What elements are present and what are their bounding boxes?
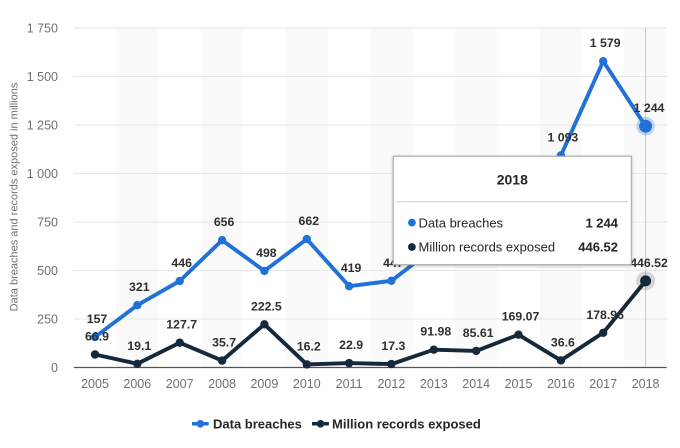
svg-text:750: 750	[37, 216, 58, 230]
svg-text:85.61: 85.61	[463, 326, 494, 340]
svg-text:22.9: 22.9	[339, 338, 363, 352]
svg-text:419: 419	[341, 261, 362, 275]
svg-text:36.6: 36.6	[551, 335, 575, 349]
svg-text:Data breaches: Data breaches	[419, 215, 504, 230]
svg-text:2010: 2010	[293, 377, 321, 391]
svg-text:1 250: 1 250	[27, 119, 58, 133]
svg-text:0: 0	[51, 361, 58, 375]
svg-text:2017: 2017	[589, 377, 617, 391]
svg-text:2009: 2009	[250, 377, 278, 391]
svg-text:2006: 2006	[123, 377, 151, 391]
svg-text:446.52: 446.52	[578, 240, 618, 255]
svg-text:2008: 2008	[208, 377, 236, 391]
svg-text:321: 321	[129, 280, 150, 294]
svg-text:2018: 2018	[632, 377, 660, 391]
svg-text:1 244: 1 244	[585, 215, 618, 230]
svg-text:1 500: 1 500	[27, 70, 58, 84]
svg-text:446.52: 446.52	[630, 256, 668, 270]
svg-text:498: 498	[256, 246, 277, 260]
svg-text:2012: 2012	[377, 377, 405, 391]
svg-text:169.07: 169.07	[502, 310, 540, 324]
svg-text:2011: 2011	[336, 377, 363, 391]
svg-text:222.5: 222.5	[251, 299, 282, 313]
svg-text:16.2: 16.2	[297, 339, 321, 353]
svg-text:Data breaches: Data breaches	[213, 416, 302, 431]
svg-text:Million records exposed: Million records exposed	[332, 416, 481, 431]
svg-text:2005: 2005	[81, 377, 109, 391]
svg-text:66.9: 66.9	[85, 330, 109, 344]
svg-text:250: 250	[37, 313, 58, 327]
svg-text:1 244: 1 244	[634, 101, 665, 115]
svg-text:656: 656	[214, 215, 235, 229]
svg-text:Data breaches and records expo: Data breaches and records exposed in mil…	[9, 82, 21, 311]
svg-text:500: 500	[37, 264, 58, 278]
svg-text:2018: 2018	[497, 172, 528, 188]
svg-text:2013: 2013	[420, 377, 448, 391]
svg-text:2016: 2016	[547, 377, 575, 391]
svg-text:35.7: 35.7	[212, 336, 236, 350]
svg-text:Million records exposed: Million records exposed	[419, 240, 556, 255]
svg-text:446: 446	[171, 256, 192, 270]
svg-text:662: 662	[299, 214, 320, 228]
svg-text:2015: 2015	[505, 377, 533, 391]
svg-text:178.96: 178.96	[586, 308, 624, 322]
svg-text:157: 157	[87, 312, 108, 326]
svg-text:2007: 2007	[166, 377, 194, 391]
svg-text:2014: 2014	[462, 377, 490, 391]
svg-text:19.1: 19.1	[127, 339, 151, 353]
svg-text:1 579: 1 579	[590, 36, 621, 50]
svg-text:91.98: 91.98	[420, 325, 451, 339]
svg-text:1 000: 1 000	[27, 167, 58, 181]
svg-text:1 093: 1 093	[548, 131, 579, 145]
svg-text:1 750: 1 750	[27, 22, 58, 36]
svg-text:17.3: 17.3	[381, 339, 405, 353]
svg-text:127.7: 127.7	[166, 318, 197, 332]
